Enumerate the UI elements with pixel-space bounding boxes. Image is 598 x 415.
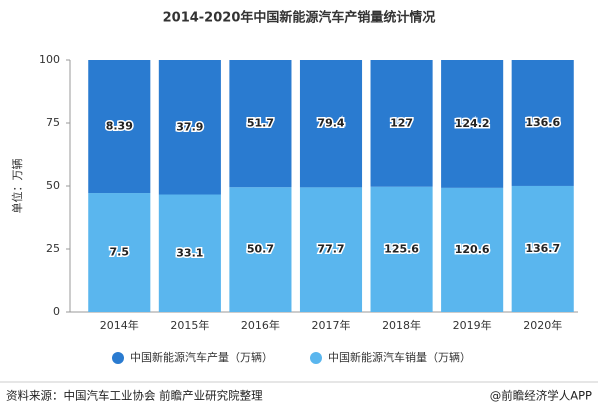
data-label: 136.6 (525, 116, 560, 129)
data-label: 33.1 (176, 246, 203, 259)
x-tick-label: 2016年 (241, 318, 280, 332)
bar-segment (229, 187, 292, 312)
source-note: 资料来源：中国汽车工业协会 前瞻产业研究院整理 (6, 389, 263, 403)
legend-swatch (112, 352, 124, 364)
bar-segment (511, 185, 574, 312)
data-label: 79.4 (317, 117, 344, 130)
bar-segment (158, 194, 221, 312)
data-label: 127 (390, 116, 413, 129)
data-label: 51.7 (247, 117, 274, 130)
bar-segment (299, 187, 363, 312)
bar-segment (370, 186, 433, 312)
legend-label: 中国新能源汽车销量（万辆） (328, 350, 471, 364)
bar-segment (158, 60, 221, 195)
credit: @前瞻经济学人APP (490, 389, 592, 403)
bar-segment (511, 60, 574, 186)
data-label: 77.7 (317, 243, 344, 256)
bar-segment (299, 60, 363, 188)
data-label: 50.7 (247, 243, 274, 256)
y-tick-label: 25 (46, 242, 60, 255)
bar-segment (370, 60, 433, 187)
y-tick-label: 75 (46, 116, 60, 129)
bar-segment (229, 60, 292, 188)
bar-segment (88, 60, 151, 194)
y-tick-label: 100 (39, 53, 60, 66)
data-label: 7.5 (110, 246, 130, 259)
chart-title: 2014-2020年中国新能源汽车产销量统计情况 (163, 10, 436, 26)
y-tick-label: 0 (53, 305, 60, 318)
x-tick-label: 2017年 (312, 318, 351, 332)
data-label: 120.6 (455, 243, 490, 256)
bar-segment (441, 187, 504, 312)
bar-segment (441, 60, 504, 188)
x-tick-label: 2014年 (100, 318, 139, 332)
y-tick-label: 50 (46, 179, 60, 192)
data-label: 125.6 (384, 242, 419, 255)
legend-label: 中国新能源汽车产量（万辆） (130, 350, 273, 364)
data-label: 8.39 (106, 120, 133, 133)
x-tick-label: 2020年 (523, 318, 562, 332)
data-label: 136.7 (525, 242, 560, 255)
data-label: 124.2 (455, 117, 490, 130)
data-label: 37.9 (176, 120, 203, 133)
x-tick-label: 2015年 (170, 318, 209, 332)
y-axis-label: 单位：万辆 (10, 159, 24, 214)
x-tick-label: 2018年 (382, 318, 421, 332)
legend-swatch (310, 352, 322, 364)
bar-segment (88, 193, 151, 312)
x-tick-label: 2019年 (453, 318, 492, 332)
